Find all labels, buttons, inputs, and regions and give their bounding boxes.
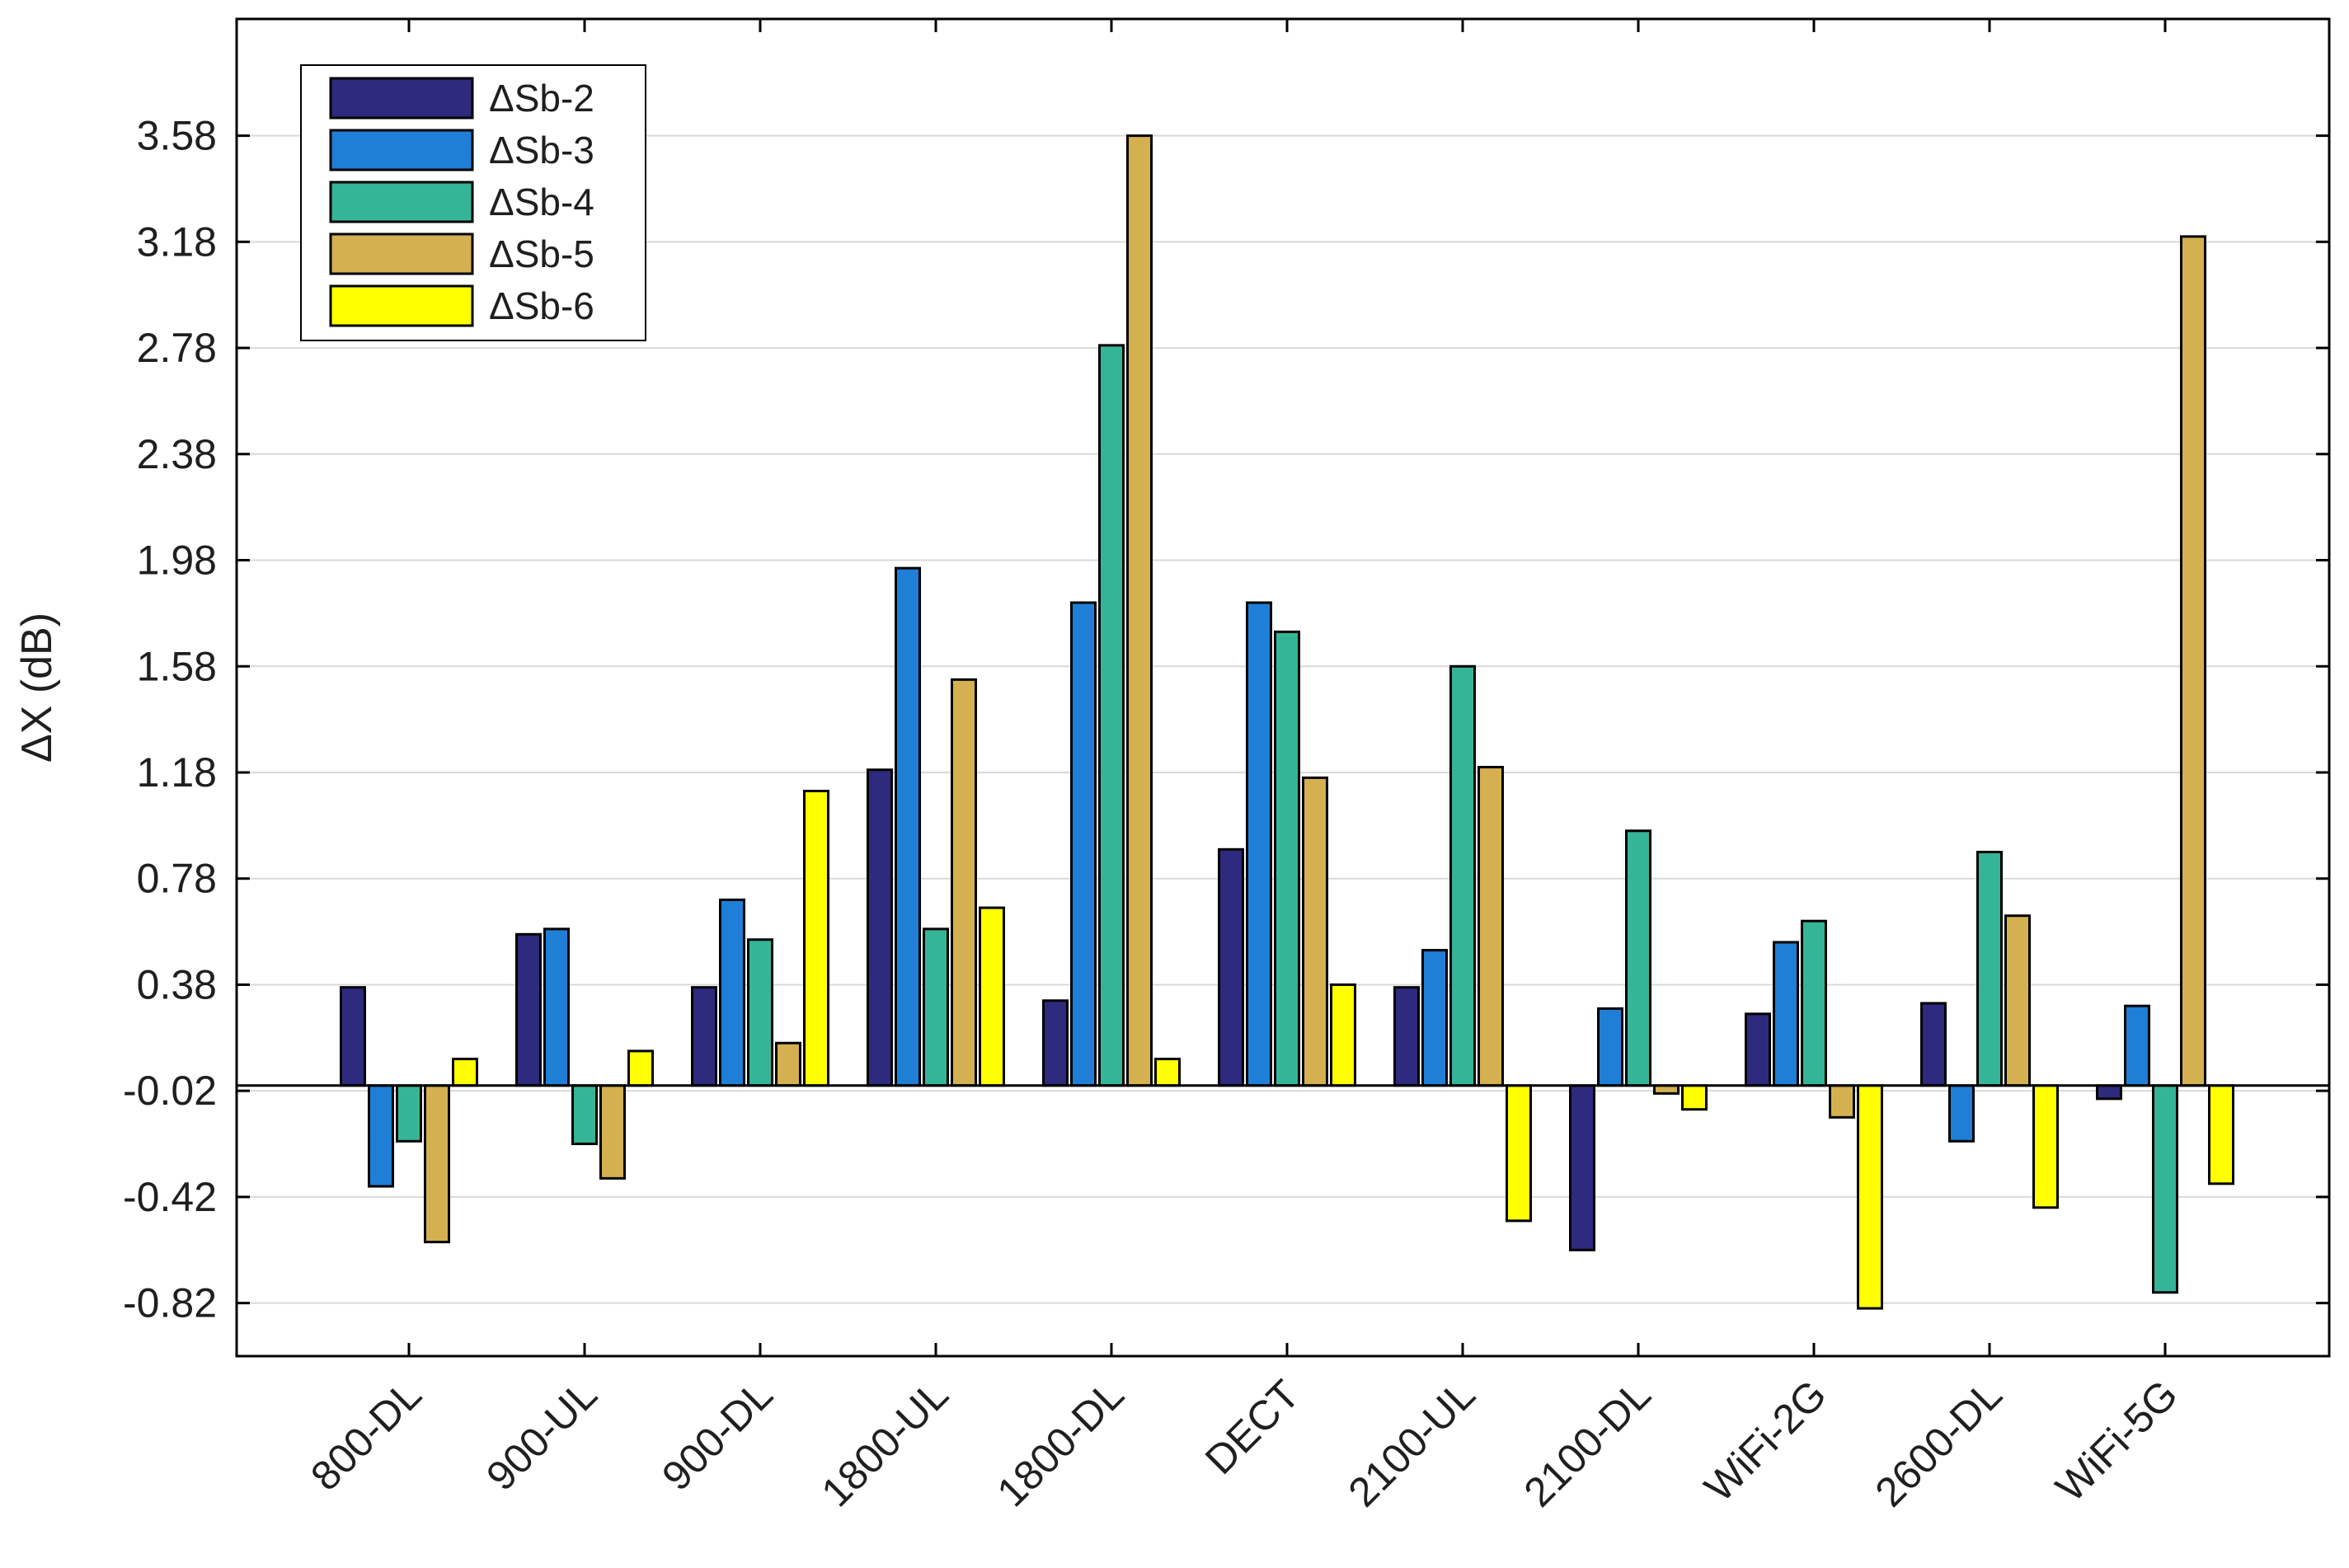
bar [867, 768, 893, 1087]
bars [340, 134, 2234, 1310]
legend: ΔSb-2 ΔSb-3 ΔSb-4 ΔSb-5 ΔSb-6 [300, 64, 646, 341]
bar [1478, 766, 1504, 1087]
bar [1070, 601, 1097, 1087]
bar [396, 1084, 422, 1143]
bar [599, 1084, 626, 1180]
bar [951, 678, 977, 1087]
bar [1302, 776, 1328, 1087]
x-tick-label: 2100-UL [1340, 1371, 1484, 1515]
bar [2152, 1084, 2178, 1294]
bar [691, 986, 717, 1087]
bar [803, 790, 829, 1087]
y-tick-label: 1.58 [137, 643, 217, 689]
bar [1625, 829, 1651, 1087]
bar [1506, 1084, 1532, 1223]
legend-swatch [329, 181, 474, 223]
x-tick-label: 1800-DL [989, 1371, 1133, 1515]
bar [1745, 1012, 1771, 1087]
legend-label: ΔSb-5 [489, 232, 594, 275]
bar [1829, 1084, 1855, 1119]
y-axis: -0.82 -0.42 -0.02 0.38 0.78 1.18 1.58 1.98 2.38 2… [123, 113, 2329, 1326]
bar [368, 1084, 394, 1188]
bar [1218, 847, 1244, 1087]
bar [1857, 1084, 1883, 1310]
x-tick-label: 900-DL [653, 1371, 782, 1500]
bar [2096, 1084, 2122, 1101]
bar [1948, 1084, 1975, 1143]
legend-swatch [329, 284, 474, 327]
x-tick-label: WiFi-2G [1696, 1371, 1835, 1510]
x-tick-label: 2600-DL [1867, 1371, 2011, 1515]
y-tick-label: 2.38 [137, 431, 217, 477]
bar [1246, 601, 1272, 1087]
bar [424, 1084, 450, 1244]
y-tick-label: 0.38 [137, 961, 217, 1007]
x-tick-label: 900-UL [477, 1371, 606, 1500]
bar [1976, 851, 2003, 1087]
bar [895, 566, 921, 1087]
legend-swatch [329, 77, 474, 120]
bar [340, 986, 366, 1087]
bar [515, 932, 542, 1087]
bar [1569, 1084, 1595, 1251]
y-tick-label: 3.18 [137, 218, 217, 265]
legend-label: ΔSb-3 [489, 129, 594, 171]
bar [1098, 344, 1125, 1087]
legend-label: ΔSb-2 [489, 77, 594, 120]
bar [979, 906, 1005, 1087]
plot-frame [235, 17, 2331, 1358]
bar [1681, 1084, 1708, 1111]
bar [719, 898, 745, 1087]
bar [571, 1084, 598, 1146]
bar [1421, 949, 1448, 1087]
y-tick-label: 2.78 [137, 325, 217, 371]
bar [1330, 983, 1356, 1087]
y-tick-label: -0.42 [123, 1174, 217, 1220]
bar [1393, 986, 1420, 1087]
legend-swatch [329, 232, 474, 275]
y-tick-label: -0.02 [123, 1068, 217, 1114]
bar [543, 927, 570, 1087]
bar [923, 927, 949, 1087]
bar [775, 1041, 801, 1087]
y-tick-label: 1.98 [137, 538, 217, 584]
bar [1126, 134, 1153, 1087]
bar [747, 938, 773, 1087]
y-axis-label: ΔX (dB) [13, 613, 61, 763]
bar [2004, 914, 2031, 1087]
bar [452, 1058, 478, 1087]
bar [1801, 919, 1827, 1087]
y-tick-label: 1.18 [137, 749, 217, 796]
y-tick-label: 3.58 [137, 113, 217, 159]
bar [627, 1049, 654, 1087]
bar [1773, 941, 1799, 1087]
bar [1154, 1058, 1181, 1087]
bar [2032, 1084, 2059, 1209]
legend-swatch [329, 129, 474, 171]
bar [2124, 1004, 2150, 1087]
bar [1042, 999, 1069, 1087]
bar [2208, 1084, 2234, 1185]
bar [1920, 1002, 1947, 1087]
legend-label: ΔSb-4 [489, 181, 594, 223]
x-tick-label: DECT [1196, 1371, 1308, 1483]
bar [2180, 235, 2206, 1087]
bar [1449, 664, 1476, 1087]
bar [1274, 630, 1300, 1087]
legend-label: ΔSb-6 [489, 284, 594, 327]
y-tick-label: -0.82 [123, 1280, 217, 1326]
x-tick-label: 2100-DL [1515, 1371, 1660, 1515]
y-tick-label: 0.78 [137, 856, 217, 902]
x-tick-label: WiFi-5G [2047, 1371, 2187, 1510]
x-tick-label: 1800-UL [813, 1371, 957, 1515]
x-tick-label: 800-DL [302, 1371, 430, 1500]
bar [1597, 1007, 1623, 1087]
